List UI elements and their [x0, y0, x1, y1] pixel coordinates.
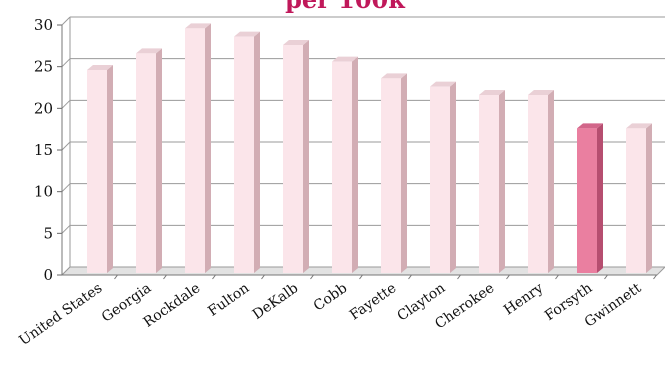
bar-top [626, 123, 652, 129]
x-tick-mark [261, 274, 265, 280]
x-tick-label: DeKalb [250, 280, 302, 323]
bar-front [136, 53, 156, 274]
x-tick-mark [212, 274, 216, 280]
bar-front [185, 28, 205, 274]
x-tick-mark [653, 274, 657, 280]
bar-side [156, 48, 162, 274]
x-tick-mark [359, 274, 363, 280]
gridline-side [61, 183, 71, 193]
bars [87, 23, 652, 274]
gridline-side [61, 224, 71, 234]
axes [57, 17, 665, 280]
y-tick-label: 30 [34, 16, 53, 34]
y-tick-label: 10 [34, 183, 53, 201]
bar-fayette [381, 73, 407, 273]
bar-front [528, 95, 548, 273]
bar-top [283, 40, 309, 45]
x-tick-mark [555, 274, 559, 280]
x-tick-mark [506, 274, 510, 280]
bar-henry [528, 90, 554, 273]
bar-side [548, 90, 554, 273]
bar-front [381, 78, 401, 273]
bar-side [254, 31, 260, 273]
bar-clayton [430, 81, 456, 274]
x-tick-label: United States [16, 280, 105, 349]
bar-forsyth [577, 123, 603, 273]
y-tick-label: 20 [34, 99, 53, 117]
y-tick-label: 25 [34, 58, 53, 76]
bar-side [107, 65, 113, 273]
bar-top [479, 90, 505, 95]
bar-top [381, 73, 407, 79]
bar-top [528, 90, 554, 95]
bar-top [332, 56, 358, 62]
y-tick-label: 5 [43, 224, 53, 242]
bar-united-states [87, 65, 113, 273]
x-tick-mark [604, 274, 608, 280]
bar-fulton [234, 31, 260, 273]
bar-top [185, 23, 211, 29]
bar-side [401, 73, 407, 273]
x-tick-label: Fayette [347, 280, 399, 323]
chart-title: per 100k [285, 0, 406, 14]
bar-top [136, 48, 162, 54]
x-tick-mark [457, 274, 461, 280]
bar-front [283, 45, 303, 273]
bar-front [87, 70, 107, 273]
bar-side [450, 81, 456, 274]
bar-rockdale [185, 23, 211, 274]
bar-side [205, 23, 211, 274]
bar-front [430, 86, 450, 274]
bar-front [626, 128, 646, 273]
y-tick-label: 0 [43, 266, 53, 284]
x-tick-mark [310, 274, 314, 280]
bar-top [234, 31, 260, 37]
bar-side [646, 123, 652, 273]
bar-front [577, 128, 597, 273]
bar-front [234, 36, 254, 273]
gridline-side [61, 58, 71, 68]
bar-cherokee [479, 90, 505, 273]
bar-side [303, 40, 309, 273]
x-tick-label: Fulton [205, 280, 252, 320]
bar-gwinnett [626, 123, 652, 273]
y-tick-label: 15 [34, 141, 53, 159]
x-tick-mark [114, 274, 118, 280]
gridline-side [61, 16, 71, 26]
bar-dekalb [283, 40, 309, 273]
x-tick-mark [163, 274, 167, 280]
x-tick-label: Cobb [311, 280, 351, 314]
y-tick-labels: 0 5 10 15 20 25 30 [34, 16, 53, 284]
bar-side [352, 56, 358, 273]
gridline-side [61, 99, 71, 109]
gridline-side [61, 141, 71, 151]
bar-cobb [332, 56, 358, 273]
bar-top [430, 81, 456, 87]
gridlines [61, 16, 665, 276]
bar-top [577, 123, 603, 129]
x-tick-label: Henry [501, 280, 546, 318]
x-tick-mark [408, 274, 412, 280]
bar-front [479, 95, 499, 273]
bar-side [499, 90, 505, 273]
bar-georgia [136, 48, 162, 274]
bar-side [597, 123, 603, 273]
bar-top [87, 65, 113, 70]
bar-front [332, 61, 352, 273]
